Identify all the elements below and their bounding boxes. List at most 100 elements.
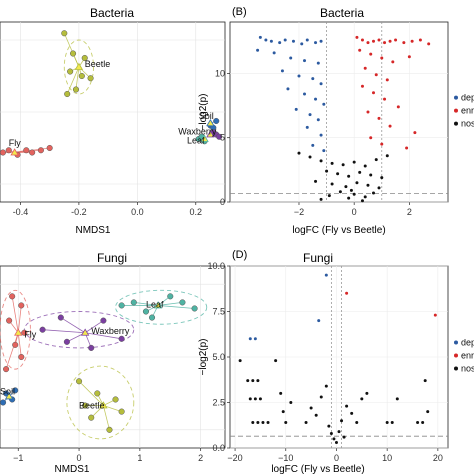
volcano-point-nosig [426,410,430,414]
volcano-point-nosig [289,401,293,404]
centroid-fly [10,148,19,156]
volcano-point-nosig [341,163,345,167]
x-tick-label: 0 [352,207,357,217]
volcano-point-enriched [433,313,437,317]
y-tick-label: 10 [215,68,225,78]
volcano-point-depleted [316,61,320,65]
volcano-point-depleted [300,42,304,46]
panel-d-marks [230,266,448,448]
volcano-point-nosig [366,183,370,187]
volcano-point-nosig [314,179,318,183]
volcano-point-nosig [261,421,265,425]
sample-point-waxberry [63,338,70,345]
volcano-point-depleted [283,38,287,42]
volcano-point-nosig [279,391,283,395]
volcano-point-nosig [332,437,336,441]
sample-point-fly [3,366,10,373]
volcano-point-enriched [396,105,400,109]
spider-line [133,302,159,306]
volcano-point-nosig [314,413,318,417]
sample-point-soil [12,387,19,394]
volcano-point-enriched [405,146,409,150]
sample-point-beetle [67,68,74,75]
group-ellipse-leaf [115,289,208,325]
sample-point-leaf [142,308,149,315]
sample-point-fly [37,147,44,154]
sample-point-leaf [191,305,198,312]
volcano-point-nosig [338,190,342,194]
x-tick-label: 0 [334,453,339,463]
spider-line [17,332,22,358]
sample-point-fly [21,329,28,336]
panel-d-title: Fungi [303,251,333,265]
centroid-beetle [74,62,84,70]
volcano-point-nosig [352,160,356,164]
volcano-point-depleted [303,59,307,63]
legend-swatch-enriched [454,108,458,113]
legend-swatch-enriched [454,353,458,358]
panel-c-xlabel: NMDS1 [54,464,89,474]
x-tick-label: 10 [382,453,392,463]
panel-d-grid: −20 −10 0 10 20 0.0 2.5 5.0 7.5 10.0 [207,261,448,463]
spider-line [85,332,122,340]
volcano-point-enriched [391,60,395,64]
spider-line [158,302,183,306]
volcano-point-depleted [311,143,315,147]
panel-b-grid: −2 0 2 0 5 10 [215,22,448,217]
y-tick-label: 7.5 [212,307,225,317]
volcano-point-nosig [395,397,399,401]
volcano-point-nosig [248,397,252,401]
spider-line [5,332,19,370]
panel-d-ylabel: −log2(p) [198,339,209,376]
volcano-point-enriched [360,84,364,88]
volcano-point-depleted [319,39,323,43]
volcano-point-nosig [327,194,331,198]
volcano-point-nosig [421,421,425,425]
volcano-point-enriched [383,97,387,101]
volcano-point-nosig [416,421,420,425]
x-tick-label: 0.0 [131,207,144,217]
sample-point-soil [213,117,220,125]
volcano-point-nosig [319,159,323,163]
volcano-point-nosig [319,395,323,399]
volcano-point-nosig [304,421,308,425]
group-label-leaf: Leaf [187,136,205,146]
panel-b-marks [230,22,448,203]
spider-line [102,405,110,430]
group-label-soil: Soil [199,111,214,121]
panel-b-title: Bacteria [320,6,364,20]
volcano-point-enriched [402,41,406,45]
volcano-point-enriched [366,41,370,45]
volcano-point-depleted [303,92,307,96]
volcano-point-nosig [385,421,389,425]
panel-b-label: (B) [232,6,247,18]
volcano-point-nosig [284,421,288,425]
sample-point-beetle [118,408,125,415]
group-ellipse-fly [0,289,31,370]
volcano-point-enriched [418,38,422,42]
sample-point-beetle [106,426,113,433]
sample-point-leaf [179,299,186,306]
volcano-point-nosig [330,182,334,186]
x-tick-label: −10 [278,453,293,463]
x-tick-label: 20 [433,453,443,463]
group-label-beetle: Beetle [79,401,105,411]
volcano-point-depleted [314,97,318,101]
volcano-point-depleted [269,39,273,43]
volcano-point-nosig [380,176,384,180]
sample-point-fly [5,147,12,154]
legend-label-nosig: nosig [461,119,474,129]
volcano-point-enriched [369,136,373,140]
volcano-point-nosig [274,359,278,363]
spider-line [17,305,22,333]
sample-point-beetle [82,402,89,409]
centroid-soil [206,118,215,127]
volcano-point-nosig [360,397,364,401]
centroid-soil [4,392,14,400]
panel-c-marks: Leaf Waxberry Fly Soil Beetle [0,289,208,440]
volcano-point-nosig [327,424,331,428]
group-label-fly: Fly [24,330,36,340]
y-tick-label: 0.0 [212,443,225,453]
sample-point-beetle [76,378,83,385]
legend-swatch-nosig [454,121,458,126]
